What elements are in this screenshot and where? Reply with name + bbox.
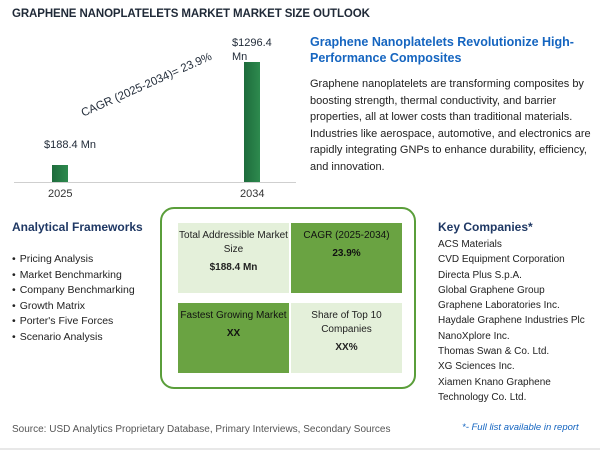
metric-label: Total Addressible Market Size [179,230,288,255]
company-item: Global Graphene Group [438,284,545,296]
bar-chart: $188.4 Mn 2025 $1296.4 Mn 2034 [0,26,300,206]
company-item: CVD Equipment Corporation [438,254,565,266]
metrics-panel: Total Addressible Market Size $188.4 Mn … [160,207,416,389]
metric-value: 23.9% [332,248,361,259]
company-item: Xiamen Knano Graphene Technology Co. Ltd… [438,376,551,403]
x-tick-label: 2025 [48,188,73,200]
company-item: Haydale Graphene Industries Plc [438,315,585,327]
bar-2034 [244,62,260,182]
metric-fastest-growing: Fastest Growing Market XX [178,303,289,373]
footer-divider [0,448,600,450]
source-note: Source: USD Analytics Proprietary Databa… [12,424,391,435]
company-item: XG Sciences Inc. [438,361,515,373]
framework-item: Pricing Analysis [12,252,135,268]
framework-item: Porter's Five Forces [12,314,135,330]
framework-item: Scenario Analysis [12,330,135,346]
company-item: Thomas Swan & Co. Ltd. [438,346,550,358]
metric-top10-share: Share of Top 10 Companies XX% [291,303,402,373]
metric-cagr: CAGR (2025-2034) 23.9% [291,223,402,293]
framework-item: Growth Matrix [12,299,135,315]
page-title: GRAPHENE NANOPLATELETS MARKET MARKET SIZ… [12,8,370,20]
framework-item: Market Benchmarking [12,268,135,284]
bar-2025 [52,165,68,182]
company-item: ACS Materials [438,239,502,250]
metric-value: XX [226,328,241,339]
bar-value-label: $188.4 Mn [44,139,96,151]
company-item: Graphene Laboratories Inc. [438,300,560,312]
metric-value: $188.4 Mn [209,262,258,273]
framework-item: Company Benchmarking [12,283,135,299]
companies-title: Key Companies* [438,220,533,234]
full-list-note: *- Full list available in report [462,422,579,433]
frameworks-title: Analytical Frameworks [12,220,143,234]
metric-label: CAGR (2025-2034) [303,230,390,241]
metric-label: Share of Top 10 Companies [311,310,382,335]
x-tick-label: 2034 [240,188,265,200]
metric-value: XX% [335,342,358,353]
chart-baseline [14,182,296,183]
frameworks-list: Pricing Analysis Market Benchmarking Com… [12,252,135,346]
metric-market-size: Total Addressible Market Size $188.4 Mn [178,223,289,293]
summary-body: Graphene nanoplatelets are transforming … [310,78,591,173]
company-item: Directa Plus S.p.A. [438,269,522,281]
bar-value-label: $1296.4 Mn [232,37,272,63]
summary-title: Graphene Nanoplatelets Revolutionize Hig… [310,35,574,65]
companies-list: ACS Materials CVD Equipment Corporation … [438,237,598,405]
metric-label: Fastest Growing Market [180,310,287,321]
company-item: NanoXplore Inc. [438,330,510,342]
